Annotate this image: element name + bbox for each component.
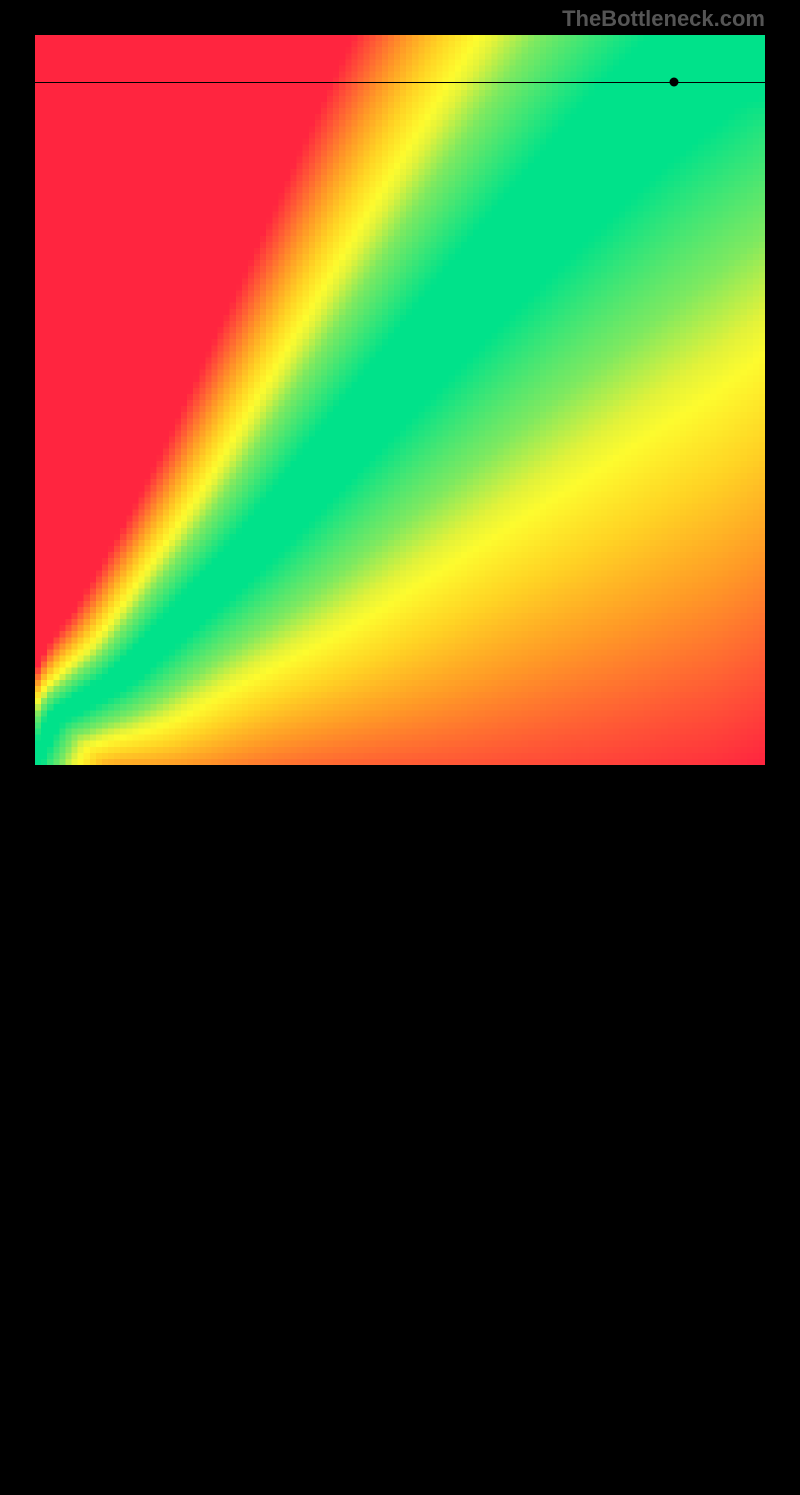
crosshair-vertical — [674, 765, 675, 1495]
crosshair-marker — [669, 78, 678, 87]
heatmap-canvas — [35, 35, 765, 765]
bottleneck-heatmap — [35, 35, 765, 765]
crosshair-horizontal — [35, 82, 765, 83]
watermark-text: TheBottleneck.com — [562, 6, 765, 32]
